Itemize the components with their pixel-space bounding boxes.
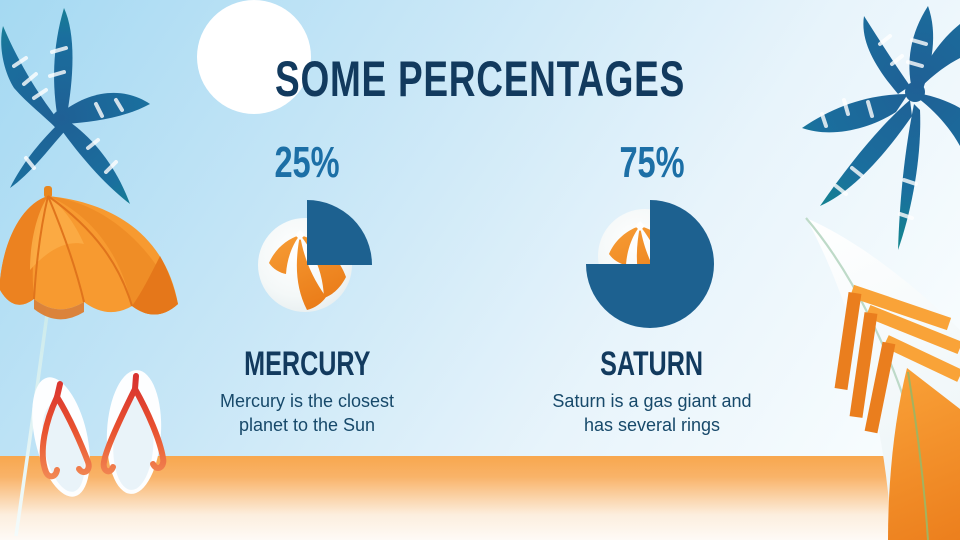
percent-row: 75%	[527, 140, 777, 186]
beach-umbrella-icon	[0, 186, 178, 320]
stat-card-saturn: 75% SATURN Saturn is a gas giant and has…	[527, 140, 777, 437]
palm-frond	[62, 92, 150, 124]
saturn-pie-slice	[586, 200, 714, 328]
surfboard-chevrons	[834, 284, 960, 434]
surfboard-chevron	[849, 312, 878, 418]
sun-icon	[197, 0, 311, 114]
umbrella-ribs	[33, 195, 133, 307]
flip-flop-right	[106, 370, 162, 494]
surfboard-stringer-tail	[907, 371, 929, 540]
palm-crown	[905, 82, 925, 102]
heading-row: MERCURY	[182, 345, 432, 383]
page-title: SOME PERCENTAGES	[274, 51, 685, 107]
palm-crown	[52, 110, 72, 130]
palm-frond	[10, 122, 64, 188]
surfboard-chevron	[865, 304, 960, 355]
palm-tree-right-icon	[802, 6, 960, 250]
title-row: SOME PERCENTAGES	[0, 50, 960, 108]
stat-card-mercury: 25% MERCURY Mercury is the closest plane…	[182, 140, 432, 437]
saturn-percent-value: 75%	[619, 138, 685, 187]
palm-frond	[802, 94, 908, 133]
palm-frond	[820, 100, 912, 206]
mercury-description: Mercury is the closest planet to the Sun	[219, 391, 395, 435]
surfboard-chevron	[849, 284, 952, 331]
palm-frond	[60, 118, 130, 204]
umbrella-panel-shadow	[132, 256, 178, 315]
surfboard-chevron	[864, 341, 896, 434]
flip-flops-icon	[32, 370, 167, 497]
palm-leaf-notches	[820, 34, 928, 220]
percent-row: 25%	[182, 140, 432, 186]
palm-frond	[863, 16, 910, 94]
flip-flop-strap	[100, 373, 167, 475]
pie-chart-saturn	[586, 200, 714, 328]
saturn-heading: SATURN	[600, 345, 704, 383]
surfboard-chevron	[883, 335, 960, 382]
pie-chart-mercury	[232, 200, 372, 345]
mercury-percent-value: 25%	[274, 138, 340, 187]
palm-frond	[54, 8, 73, 120]
flip-flop-insole	[113, 398, 154, 490]
saturn-description: Saturn is a gas giant and has several ri…	[552, 391, 752, 435]
palm-frond	[916, 24, 960, 88]
umbrella-panel	[0, 196, 48, 305]
flip-flop-strap	[39, 381, 92, 480]
palm-tree-left-icon	[1, 8, 150, 204]
palm-leaf-notches	[12, 46, 124, 174]
mercury-heading: MERCURY	[243, 345, 371, 383]
heading-row: SATURN	[527, 345, 777, 383]
mercury-pie-slice	[307, 200, 372, 265]
surfboard-tail-block	[888, 368, 960, 540]
umbrella-hem-shadow	[34, 299, 84, 320]
umbrella-nub	[44, 186, 52, 198]
surfboard-icon	[805, 217, 960, 540]
palm-frond	[918, 94, 960, 146]
surfboard-chevron	[834, 292, 862, 390]
